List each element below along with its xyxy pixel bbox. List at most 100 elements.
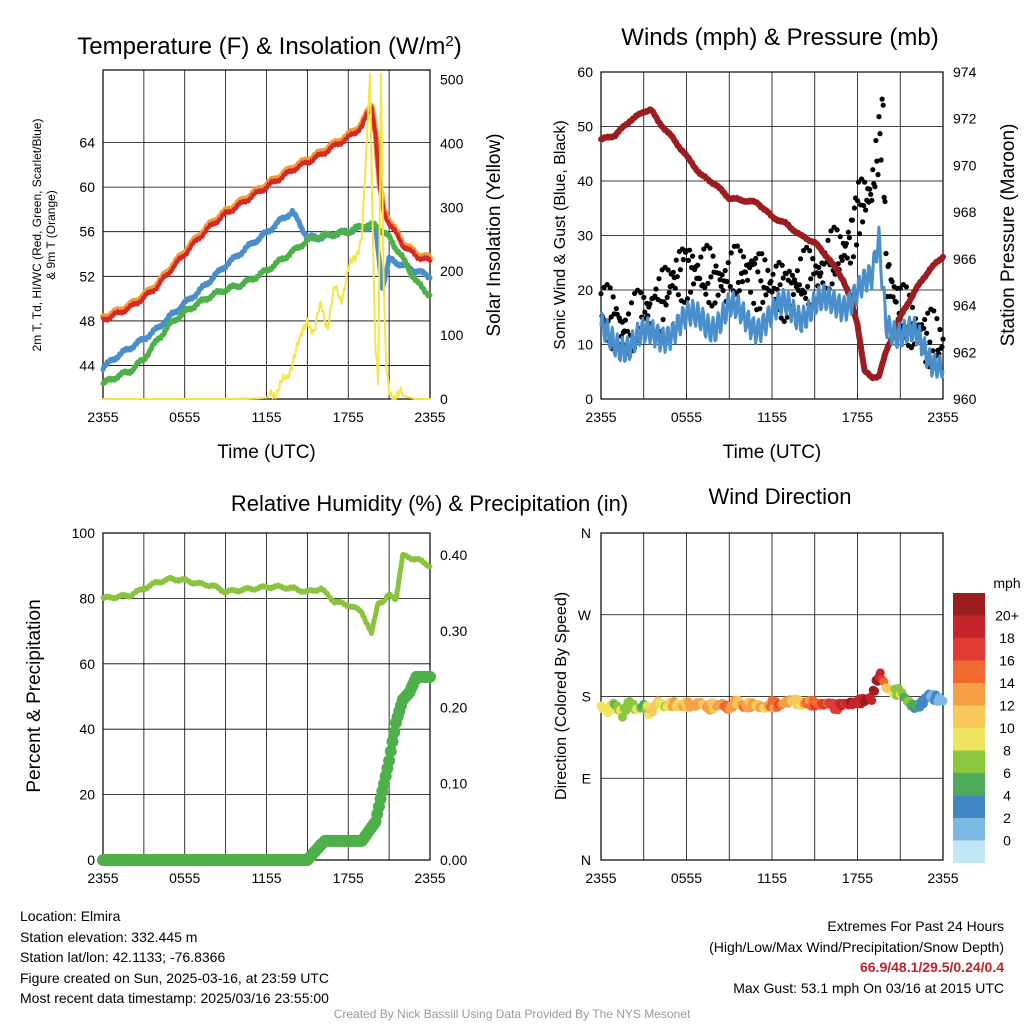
y-axis-label-2: & 9m T (Orange)	[44, 190, 58, 280]
gust-point	[844, 255, 850, 261]
gust-point	[779, 262, 785, 268]
y-tick-label: 0	[585, 391, 593, 407]
gust-point	[755, 269, 761, 275]
y-axis-label: Percent & Precipitation	[24, 599, 45, 792]
y-right-tick-label: 962	[953, 344, 977, 360]
extremes-info: Extremes For Past 24 Hours (High/Low/Max…	[709, 916, 1004, 998]
gust-point	[685, 257, 692, 263]
gust-point	[763, 292, 769, 298]
gust-point	[719, 272, 725, 278]
gust-point	[752, 261, 758, 267]
gust-point	[660, 316, 666, 323]
gust-point	[818, 270, 824, 276]
y-axis-label: Sonic Wind & Gust (Blue, Black)	[552, 120, 569, 349]
recent-timestamp: Most recent data timestamp: 2025/03/16 2…	[20, 990, 329, 1006]
gust-point	[877, 131, 883, 137]
y-right-tick-label: 0.10	[440, 776, 467, 792]
gust-point	[924, 330, 930, 336]
gust-point	[846, 235, 853, 241]
legend-swatch	[953, 818, 985, 841]
gust-point	[737, 248, 744, 254]
legend-swatch	[953, 593, 985, 616]
station-info: Location: Elmira Station elevation: 332.…	[20, 906, 329, 1009]
y-tick-label: 40	[79, 721, 95, 737]
gust-point	[839, 257, 845, 263]
legend-label: 4	[1003, 788, 1011, 804]
y-tick-label: 40	[577, 173, 593, 189]
gust-point	[622, 317, 629, 323]
y-tick-label: 100	[72, 525, 96, 541]
gust-point	[695, 262, 701, 268]
legend-label: 2	[1003, 810, 1011, 826]
plot-frame	[102, 69, 431, 400]
y-tick-label: S	[582, 689, 591, 705]
gust-point	[765, 267, 771, 273]
x-tick-label: 2355	[585, 870, 616, 886]
gust-point	[937, 326, 943, 333]
series-td	[100, 220, 433, 386]
legend-swatch	[953, 750, 985, 773]
gust-point	[893, 299, 899, 305]
gust-point	[757, 306, 763, 312]
x-tick-label: 2355	[927, 870, 958, 886]
gust-point	[889, 279, 895, 285]
gust-point	[807, 248, 813, 254]
legend-swatch	[953, 660, 985, 683]
gust-point	[663, 302, 669, 308]
legend-label: 16	[999, 653, 1015, 669]
direction-point	[938, 696, 948, 706]
gust-point	[847, 260, 854, 266]
gust-point	[845, 229, 851, 235]
gust-point	[725, 260, 731, 266]
y-right-tick-label: 500	[440, 72, 464, 88]
y-right-axis-label: Station Pressure (Maroon)	[998, 124, 1019, 347]
legend-label: 8	[1003, 743, 1011, 759]
y-tick-label: 64	[79, 134, 95, 150]
gust-point	[708, 274, 714, 280]
x-tick-label: 0555	[671, 870, 702, 886]
y-right-tick-label: 966	[953, 251, 977, 267]
gust-point	[903, 284, 910, 290]
gust-point	[874, 158, 880, 164]
gust-point	[816, 264, 822, 271]
legend-swatch	[953, 705, 985, 728]
gust-point	[867, 186, 873, 192]
y-tick-label: W	[578, 607, 592, 623]
gust-point	[770, 271, 776, 277]
gust-point	[843, 241, 849, 247]
gust-point	[834, 227, 840, 233]
panel-1: 2355 0555 1155 1755 2355 44 48 52 56 60 64 0 100 200 3…	[30, 33, 505, 464]
y-tick-label: 60	[577, 64, 593, 80]
figure-created: Figure created on Sun, 2025-03-16, at 23…	[20, 969, 329, 986]
legend-label: 10	[999, 720, 1015, 736]
gust-point	[870, 167, 876, 173]
gust-point	[724, 279, 730, 285]
gust-point	[921, 325, 927, 331]
y-tick-label: 80	[79, 590, 95, 606]
gust-point	[607, 285, 613, 291]
x-tick-label: 0555	[169, 870, 200, 886]
gust-point	[701, 246, 707, 252]
gust-point	[677, 267, 684, 273]
gust-point	[862, 179, 868, 185]
precip-point	[386, 735, 399, 748]
gust-point	[642, 309, 648, 315]
y-tick-label: E	[582, 770, 591, 786]
gust-point	[803, 295, 809, 301]
legend-swatch	[953, 840, 985, 863]
gust-point	[909, 304, 916, 310]
gust-point	[687, 247, 693, 253]
gust-point	[713, 263, 719, 269]
gust-point	[908, 345, 915, 351]
gust-point	[688, 289, 694, 295]
gust-point	[674, 274, 680, 280]
gust-point	[664, 294, 670, 300]
gust-point	[850, 254, 857, 260]
x-tick-label: 0555	[169, 409, 200, 425]
gust-point	[728, 250, 734, 256]
gust-point	[853, 242, 860, 248]
gust-point	[722, 267, 728, 274]
y-tick-label: 50	[577, 119, 593, 135]
gust-point	[774, 286, 780, 292]
